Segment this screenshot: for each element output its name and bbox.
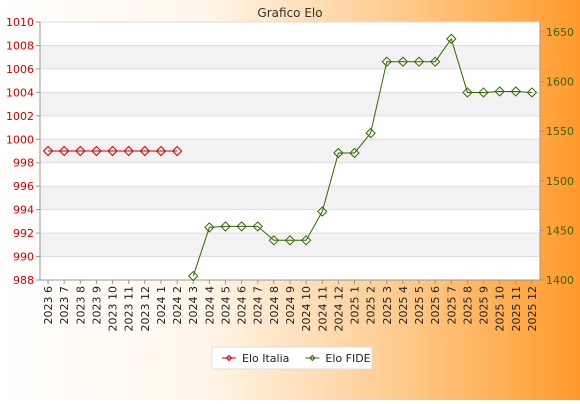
- data-point: [510, 86, 522, 97]
- y-left-tick-label: 990: [13, 251, 34, 264]
- y-left-tick-label: 988: [13, 274, 34, 287]
- data-point: [284, 235, 296, 246]
- x-tick-label: 2025 4: [397, 286, 410, 325]
- data-point: [413, 56, 425, 67]
- data-point: [526, 87, 538, 98]
- data-point: [429, 56, 441, 67]
- x-tick-label: 2024 5: [219, 286, 232, 325]
- x-tick-label: 2024 10: [300, 286, 313, 332]
- data-point: [365, 127, 376, 139]
- y-left-tick-label: 1000: [6, 133, 34, 146]
- x-tick-label: 2025 1: [349, 286, 362, 325]
- y-left-tick-label: 1010: [6, 16, 34, 29]
- y-left-tick-label: 1008: [6, 39, 34, 52]
- data-point: [123, 145, 134, 157]
- series-line: [192, 37, 532, 277]
- x-tick-label: 2025 8: [461, 286, 474, 325]
- x-tick-label: 2023 12: [139, 286, 152, 332]
- data-point: [349, 147, 360, 159]
- y-left-tick-label: 994: [13, 204, 34, 217]
- x-tick-label: 2025 11: [510, 286, 523, 332]
- data-point: [381, 56, 392, 67]
- y-right-tick-label: 1600: [546, 76, 574, 89]
- data-point: [333, 147, 344, 159]
- x-tick-label: 2025 3: [381, 286, 394, 325]
- data-point: [42, 145, 54, 157]
- x-tick-label: 2025 10: [494, 286, 507, 332]
- x-tick-label: 2025 6: [429, 286, 442, 325]
- x-tick-label: 2024 2: [171, 286, 184, 325]
- y-right-tick-label: 1400: [546, 274, 574, 287]
- legend-marker: [309, 354, 316, 362]
- data-point: [446, 33, 457, 45]
- legend: Elo Italia Elo FIDE: [211, 346, 373, 370]
- x-tick-label: 2025 7: [445, 286, 458, 325]
- data-point: [220, 221, 231, 232]
- x-tick-label: 2024 12: [332, 286, 345, 332]
- y-right-tick-label: 1500: [546, 175, 574, 188]
- data-point: [155, 145, 167, 157]
- grid-band: [40, 139, 540, 163]
- y-left-tick-label: 1002: [6, 110, 34, 123]
- x-tick-label: 2024 11: [316, 286, 329, 332]
- legend-box: [211, 346, 373, 370]
- x-tick-label: 2024 4: [203, 286, 216, 325]
- data-point: [107, 145, 118, 157]
- y-right-tick-label: 1650: [546, 26, 574, 39]
- x-tick-label: 2023 8: [74, 286, 87, 325]
- x-tick-label: 2023 11: [123, 286, 136, 332]
- x-tick-label: 2024 3: [187, 286, 200, 325]
- y-left-tick-label: 992: [13, 227, 34, 240]
- data-point: [494, 86, 505, 97]
- x-tick-label: 2024 6: [236, 286, 249, 325]
- legend-marker: [225, 354, 233, 362]
- y-right-tick-label: 1450: [546, 224, 574, 237]
- data-point: [139, 145, 151, 157]
- y-left-tick-label: 1004: [6, 86, 34, 99]
- grid-band: [40, 92, 540, 116]
- x-tick-label: 2024 1: [155, 286, 168, 325]
- data-point: [268, 235, 280, 246]
- data-point: [188, 270, 199, 282]
- data-point: [204, 222, 215, 233]
- data-point: [75, 145, 86, 157]
- data-point: [300, 235, 312, 246]
- data-point: [462, 87, 473, 98]
- x-tick-label: 2023 7: [58, 286, 71, 325]
- x-tick-label: 2024 9: [284, 286, 297, 325]
- y-left-tick-label: 998: [13, 157, 34, 170]
- data-point: [478, 87, 489, 98]
- grid-band: [40, 45, 540, 69]
- x-tick-label: 2023 10: [107, 286, 120, 332]
- data-point: [252, 221, 263, 232]
- data-point: [171, 145, 183, 157]
- x-tick-label: 2025 12: [526, 286, 539, 332]
- legend-label: Elo FIDE: [325, 352, 370, 365]
- x-tick-label: 2025 2: [365, 286, 378, 325]
- x-tick-label: 2024 8: [268, 286, 281, 325]
- x-tick-label: 2025 5: [413, 286, 426, 325]
- x-tick-label: 2024 7: [252, 286, 265, 325]
- y-left-tick-label: 996: [13, 180, 34, 193]
- data-point: [91, 145, 102, 157]
- x-tick-label: 2025 9: [478, 286, 491, 325]
- y-left-tick-label: 1006: [6, 63, 34, 76]
- data-point: [397, 56, 409, 67]
- data-point: [58, 145, 70, 157]
- data-point: [317, 206, 328, 217]
- data-point: [236, 221, 247, 232]
- x-tick-label: 2023 6: [42, 286, 55, 325]
- legend-label: Elo Italia: [242, 352, 289, 365]
- y-right-tick-label: 1550: [546, 125, 574, 138]
- chart-title: Grafico Elo: [257, 6, 322, 20]
- grid-band: [40, 186, 540, 210]
- x-tick-label: 2023 9: [90, 286, 103, 325]
